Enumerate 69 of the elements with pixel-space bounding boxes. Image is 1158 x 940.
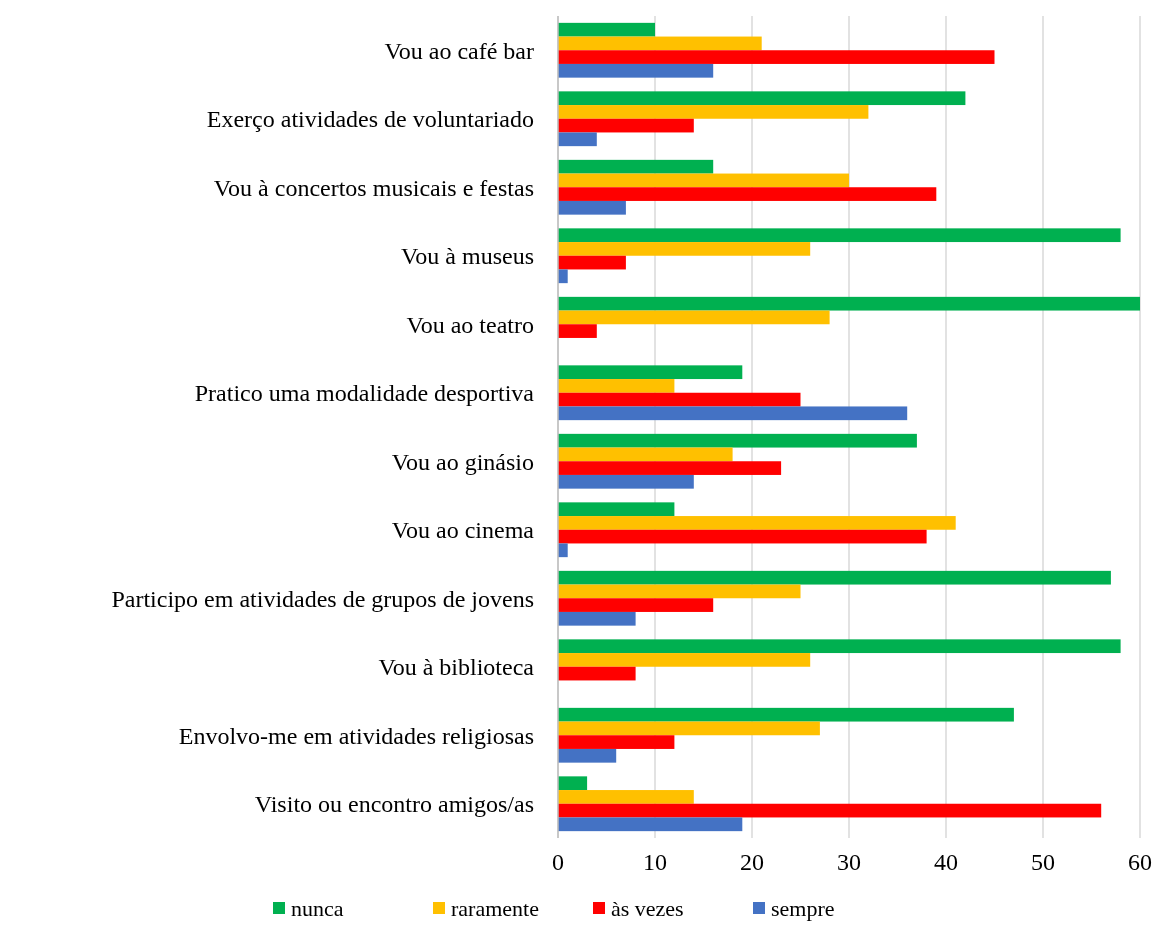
- bar: [558, 310, 830, 325]
- bar: [558, 105, 869, 119]
- bar: [558, 255, 626, 270]
- bar: [558, 324, 597, 338]
- bar: [558, 502, 675, 517]
- bar: [558, 159, 714, 174]
- bar: [558, 653, 811, 667]
- bar: [558, 529, 927, 544]
- x-tick-label: 60: [1128, 849, 1152, 875]
- bar: [558, 91, 966, 106]
- y-tick-label: Exerço atividades de voluntariado: [206, 106, 534, 133]
- legend-label: às vezes: [611, 895, 684, 921]
- bar: [558, 584, 801, 599]
- bar: [558, 735, 675, 749]
- bar: [558, 63, 714, 78]
- bar: [558, 22, 655, 37]
- legend-label: sempre: [771, 895, 835, 921]
- bar: [558, 748, 617, 763]
- y-tick-label: Vou ao café bar: [384, 37, 535, 64]
- bar: [558, 379, 675, 393]
- bar: [558, 50, 995, 64]
- y-tick-label: Vou ao teatro: [406, 311, 534, 338]
- bar: [558, 543, 568, 558]
- y-tick-label: Vou à museus: [401, 243, 534, 270]
- bar: [558, 570, 1111, 585]
- bar: [558, 36, 762, 51]
- bar: [558, 433, 917, 448]
- bar: [558, 707, 1014, 722]
- bar: [558, 598, 714, 612]
- bar: [558, 269, 568, 284]
- bar: [558, 447, 733, 462]
- x-tick-label: 0: [552, 849, 564, 875]
- x-tick-label: 50: [1031, 849, 1055, 875]
- x-tick-label: 30: [837, 849, 861, 875]
- bar: [558, 242, 811, 256]
- bar: [558, 776, 588, 791]
- bar: [558, 666, 636, 681]
- bar: [558, 461, 782, 475]
- bar: [558, 200, 626, 215]
- bar: [558, 611, 636, 626]
- x-tick-label: 10: [643, 849, 667, 875]
- bar: [558, 392, 801, 407]
- bar: [558, 296, 1140, 311]
- bar: [558, 516, 956, 530]
- x-tick-label: 20: [740, 849, 764, 875]
- y-tick-label: Envolvo-me em atividades religiosas: [178, 722, 534, 749]
- bar: [558, 187, 937, 201]
- legend-label: raramente: [451, 895, 539, 921]
- y-tick-label: Vou ao cinema: [391, 517, 535, 544]
- legend-label: nunca: [291, 895, 344, 921]
- bar: [558, 639, 1121, 654]
- bar: [558, 406, 908, 421]
- bar: [558, 228, 1121, 243]
- x-tick-label: 40: [934, 849, 958, 875]
- bar: [558, 790, 694, 804]
- y-tick-label: Vou à concertos musicais e festas: [213, 174, 534, 201]
- bar: [558, 173, 849, 188]
- bar: [558, 365, 743, 380]
- bar: [558, 118, 694, 133]
- y-tick-label: Vou ao ginásio: [391, 448, 534, 475]
- bar: [558, 132, 597, 147]
- bar: [558, 721, 820, 736]
- bar: [558, 803, 1102, 818]
- y-tick-label: Vou à biblioteca: [378, 654, 535, 681]
- y-tick-label: Visito ou encontro amigos/as: [254, 791, 534, 818]
- y-tick-label: Pratico uma modalidade desportiva: [194, 380, 535, 407]
- bar: [558, 817, 743, 832]
- bar: [558, 474, 694, 489]
- y-tick-label: Participo em atividades de grupos de jovens: [111, 585, 534, 612]
